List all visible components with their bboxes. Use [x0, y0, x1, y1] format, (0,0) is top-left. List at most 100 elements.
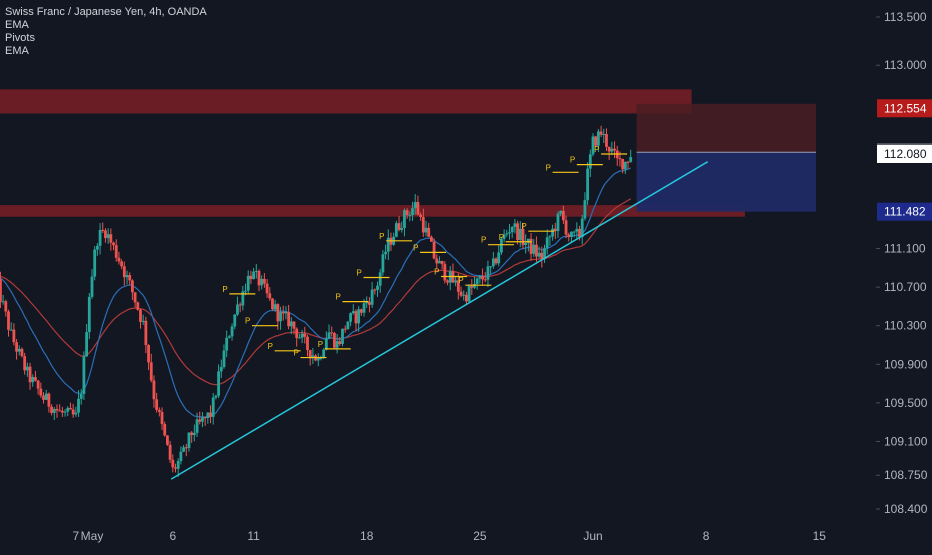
candle-body — [222, 350, 226, 368]
indicator-ema-1[interactable]: EMA — [5, 19, 29, 31]
time-axis[interactable] — [0, 522, 932, 550]
pivot-label: P — [379, 232, 384, 241]
price-tag-box[interactable] — [877, 202, 932, 221]
take-profit-box[interactable] — [636, 152, 817, 212]
candle-body — [524, 242, 528, 246]
candle-body — [308, 350, 312, 359]
candle-body — [494, 258, 498, 264]
candle-body — [467, 286, 471, 302]
candle-body — [284, 311, 288, 314]
candle-body — [567, 234, 571, 237]
stop-loss-box[interactable] — [636, 103, 817, 153]
candle-body — [510, 227, 514, 233]
candle-body — [548, 236, 552, 238]
pivot-label: P — [521, 222, 526, 231]
candle-body — [241, 291, 245, 306]
price-axis[interactable] — [876, 0, 932, 550]
candle-body — [384, 251, 387, 255]
indicator-pivots[interactable]: Pivots — [5, 32, 35, 44]
candle-body — [246, 275, 250, 291]
candle-body — [160, 411, 164, 425]
candle-body — [77, 398, 80, 413]
candle-body — [405, 210, 409, 216]
candle-body — [133, 292, 137, 303]
candle-body — [300, 333, 304, 338]
candle-body — [42, 395, 45, 400]
candle-body — [298, 337, 301, 339]
candle-body — [28, 366, 32, 383]
pivot-label: P — [357, 268, 362, 277]
candle-body — [621, 158, 625, 170]
candle-body — [58, 410, 62, 412]
price-tag-box[interactable] — [877, 144, 932, 163]
ascending-trendline[interactable] — [170, 161, 709, 480]
indicator-ema-2[interactable]: EMA — [5, 45, 29, 57]
ema-slow-line — [0, 198, 632, 386]
candle-body — [85, 332, 89, 357]
candle-body — [497, 252, 501, 264]
candle-body — [411, 208, 414, 216]
candle-body — [551, 228, 554, 237]
time-tick-label: 25 — [473, 529, 487, 543]
candle-body — [607, 146, 611, 152]
time-tick-label: 15 — [813, 529, 827, 543]
candle-body — [518, 228, 522, 241]
candle-body — [381, 254, 385, 273]
candle-body — [128, 275, 132, 281]
price-tag-label: 111.482 — [884, 205, 926, 219]
candle-body — [104, 230, 107, 239]
candle-body — [1, 301, 5, 303]
candle-body — [327, 332, 331, 339]
candle-body — [276, 304, 280, 322]
candle-body — [446, 280, 449, 283]
candle-body — [575, 228, 579, 232]
candle-body — [214, 395, 218, 398]
candle-body — [346, 321, 350, 330]
candle-body — [0, 279, 2, 302]
candle-body — [131, 280, 134, 293]
candle-body — [287, 311, 291, 327]
price-tick-label: 110.300 — [884, 319, 927, 333]
pivot-label: P — [458, 276, 463, 285]
candle-body — [109, 234, 113, 243]
price-tag-label: 112.080 — [884, 147, 927, 161]
pivot-label: P — [594, 145, 599, 154]
candle-body — [545, 237, 549, 249]
candle-body — [60, 410, 64, 413]
candle-body — [203, 417, 207, 419]
candle-body — [465, 294, 468, 302]
symbol-title: Swiss Franc / Japanese Yen, 4h, OANDA — [5, 6, 207, 18]
candle-body — [540, 252, 544, 260]
candle-body — [12, 329, 16, 343]
candle-body — [9, 329, 13, 331]
candle-body — [486, 266, 490, 280]
candle-body — [52, 408, 56, 413]
candle-body — [281, 311, 285, 314]
candle-body — [564, 220, 568, 235]
candle-body — [505, 233, 509, 235]
zone-resistance-1 — [0, 205, 745, 217]
pivot-label: P — [434, 268, 439, 277]
candle-body — [500, 238, 503, 253]
candle-body — [586, 168, 590, 201]
time-tick-label: 7 — [72, 529, 79, 543]
candle-body — [122, 266, 126, 278]
price-tag-box[interactable] — [877, 99, 932, 118]
candle-body — [362, 303, 366, 313]
candle-body — [254, 270, 258, 272]
candle-body — [179, 451, 183, 461]
candle-body — [90, 276, 94, 297]
chart-legend: Swiss Franc / Japanese Yen, 4h, OANDA EM… — [5, 6, 207, 58]
candle-body — [292, 321, 296, 329]
candle-body — [198, 419, 202, 422]
pivot-label: P — [570, 156, 575, 165]
candle-body — [572, 231, 576, 233]
candle-body — [71, 409, 75, 415]
candle-body — [120, 261, 124, 267]
candle-body — [279, 311, 282, 322]
candle-body — [141, 320, 145, 322]
candle-body — [481, 276, 484, 280]
time-tick-label: 6 — [169, 529, 176, 543]
